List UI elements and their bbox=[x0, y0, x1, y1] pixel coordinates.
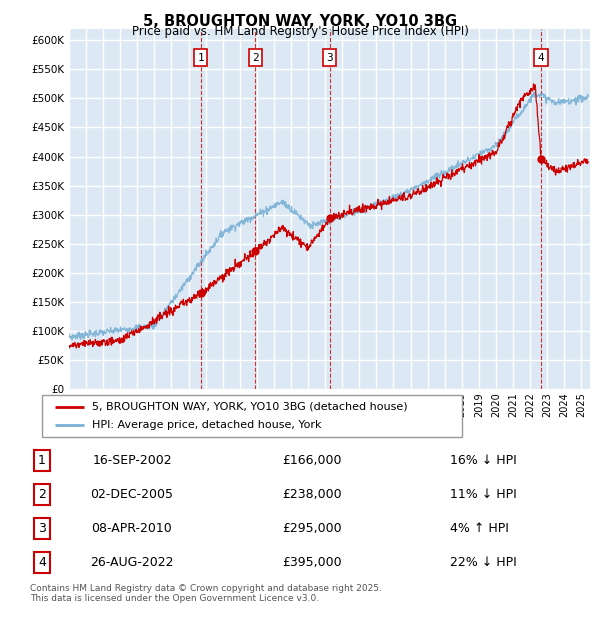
Text: Contains HM Land Registry data © Crown copyright and database right 2025.
This d: Contains HM Land Registry data © Crown c… bbox=[30, 584, 382, 603]
Text: 5, BROUGHTON WAY, YORK, YO10 3BG: 5, BROUGHTON WAY, YORK, YO10 3BG bbox=[143, 14, 457, 29]
Text: Price paid vs. HM Land Registry's House Price Index (HPI): Price paid vs. HM Land Registry's House … bbox=[131, 25, 469, 38]
Text: 22% ↓ HPI: 22% ↓ HPI bbox=[450, 556, 517, 569]
Text: 3: 3 bbox=[326, 53, 333, 63]
Text: 2: 2 bbox=[38, 488, 46, 500]
Text: 4: 4 bbox=[38, 556, 46, 569]
Text: 02-DEC-2005: 02-DEC-2005 bbox=[91, 488, 173, 500]
Text: 08-APR-2010: 08-APR-2010 bbox=[92, 522, 172, 534]
Text: £395,000: £395,000 bbox=[282, 556, 342, 569]
Text: £238,000: £238,000 bbox=[282, 488, 342, 500]
Text: 11% ↓ HPI: 11% ↓ HPI bbox=[450, 488, 517, 500]
Text: 2: 2 bbox=[252, 53, 259, 63]
Text: 1: 1 bbox=[197, 53, 204, 63]
Text: £295,000: £295,000 bbox=[282, 522, 342, 534]
Text: 4: 4 bbox=[538, 53, 545, 63]
Text: 16-SEP-2002: 16-SEP-2002 bbox=[92, 454, 172, 466]
Text: 26-AUG-2022: 26-AUG-2022 bbox=[90, 556, 174, 569]
Text: HPI: Average price, detached house, York: HPI: Average price, detached house, York bbox=[92, 420, 322, 430]
Text: 16% ↓ HPI: 16% ↓ HPI bbox=[450, 454, 517, 466]
Text: 4% ↑ HPI: 4% ↑ HPI bbox=[450, 522, 509, 534]
Text: 3: 3 bbox=[38, 522, 46, 534]
FancyBboxPatch shape bbox=[42, 395, 462, 437]
Text: 1: 1 bbox=[38, 454, 46, 466]
Text: £166,000: £166,000 bbox=[282, 454, 342, 466]
Text: 5, BROUGHTON WAY, YORK, YO10 3BG (detached house): 5, BROUGHTON WAY, YORK, YO10 3BG (detach… bbox=[92, 402, 408, 412]
